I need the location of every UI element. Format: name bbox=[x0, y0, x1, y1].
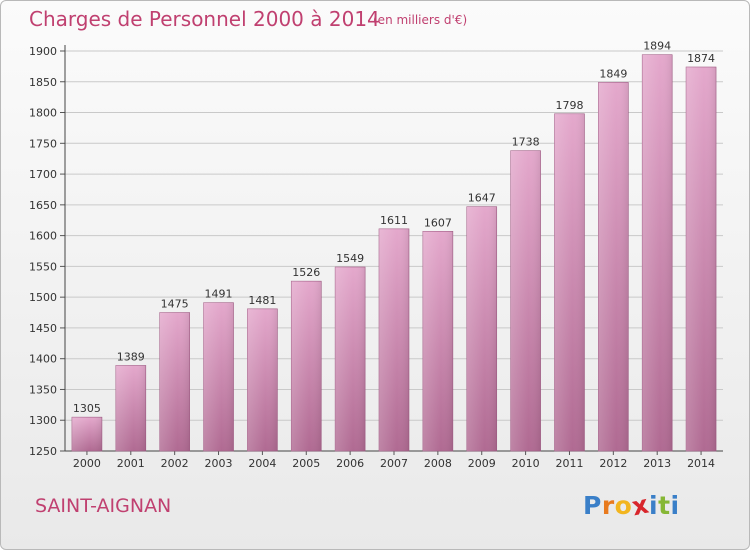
x-tick-label: 2004 bbox=[248, 457, 276, 470]
bar-shade bbox=[335, 267, 366, 451]
logo-letter: P bbox=[583, 491, 602, 520]
x-tick-label: 2012 bbox=[599, 457, 627, 470]
data-labels: 1305 1389 1475 1491 1481 1526 1549 1611 1607 1647… bbox=[73, 40, 715, 415]
x-tick-label: 2005 bbox=[292, 457, 320, 470]
commune-name: SAINT-AIGNAN bbox=[35, 495, 172, 517]
bar-shade bbox=[115, 365, 146, 451]
bar-shade bbox=[71, 417, 102, 451]
data-label: 1481 bbox=[248, 294, 276, 307]
chart-title: Charges de Personnel 2000 à 2014 bbox=[29, 7, 380, 31]
bar-shade bbox=[642, 54, 673, 451]
data-label: 1549 bbox=[336, 252, 364, 265]
x-tick-label: 2014 bbox=[687, 457, 715, 470]
bar-shade bbox=[466, 206, 497, 451]
data-label: 1607 bbox=[424, 216, 452, 229]
x-tick-label: 2006 bbox=[336, 457, 364, 470]
data-label: 1894 bbox=[643, 40, 671, 53]
x-tick-label: 2008 bbox=[424, 457, 452, 470]
bar-shade bbox=[554, 113, 585, 452]
data-label: 1798 bbox=[555, 99, 583, 112]
x-tick-label: 2000 bbox=[73, 457, 101, 470]
x-tick-label: 2001 bbox=[117, 457, 145, 470]
x-tick-label: 2013 bbox=[643, 457, 671, 470]
bar-shade bbox=[422, 231, 453, 451]
data-label: 1475 bbox=[161, 298, 189, 311]
proxiti-logo[interactable]: Proxiti bbox=[583, 490, 680, 522]
x-tick-label: 2003 bbox=[205, 457, 233, 470]
data-label: 1389 bbox=[117, 350, 145, 363]
y-tick-label: 1450 bbox=[29, 322, 57, 335]
y-tick-label: 1850 bbox=[29, 76, 57, 89]
y-tick-label: 1400 bbox=[29, 353, 57, 366]
y-tick-label: 1300 bbox=[29, 414, 57, 427]
chart-subtitle: (en milliers d'€) bbox=[373, 13, 468, 27]
data-label: 1491 bbox=[205, 288, 233, 301]
data-label: 1611 bbox=[380, 214, 408, 227]
x-tick-label: 2009 bbox=[468, 457, 496, 470]
y-tick-label: 1600 bbox=[29, 230, 57, 243]
y-tick-label: 1650 bbox=[29, 199, 57, 212]
bar-shade bbox=[379, 228, 409, 451]
data-label: 1526 bbox=[292, 266, 320, 279]
bar-shade bbox=[598, 82, 629, 451]
y-tick-label: 1800 bbox=[29, 107, 57, 120]
logo-letter: r bbox=[601, 491, 615, 520]
y-tick-label: 1750 bbox=[29, 137, 57, 150]
bar-shade bbox=[203, 302, 234, 451]
y-tick-label: 1250 bbox=[29, 445, 57, 458]
x-tick-label: 2002 bbox=[161, 457, 189, 470]
y-tick-label: 1500 bbox=[29, 291, 57, 304]
bar-shade bbox=[247, 308, 278, 451]
logo-letter: t bbox=[658, 491, 671, 520]
data-label: 1647 bbox=[468, 192, 496, 205]
data-label: 1849 bbox=[599, 67, 627, 80]
data-label: 1305 bbox=[73, 402, 101, 415]
bar-shade bbox=[291, 281, 322, 451]
bar-shade bbox=[159, 312, 190, 451]
logo-letter: o bbox=[614, 491, 633, 520]
y-tick-label: 1900 bbox=[29, 45, 57, 58]
bar-shade bbox=[686, 67, 717, 451]
logo-letter: i bbox=[649, 491, 659, 520]
y-tick-label: 1700 bbox=[29, 168, 57, 181]
bars bbox=[71, 54, 717, 452]
x-tick-label: 2007 bbox=[380, 457, 408, 470]
x-tick-label: 2010 bbox=[512, 457, 540, 470]
y-tick-label: 1350 bbox=[29, 383, 57, 396]
y-tick-label: 1550 bbox=[29, 260, 57, 273]
data-label: 1738 bbox=[512, 136, 540, 149]
logo-letter: i bbox=[670, 491, 680, 520]
data-label: 1874 bbox=[687, 52, 715, 65]
x-tick-label: 2011 bbox=[555, 457, 583, 470]
bar-shade bbox=[510, 150, 541, 451]
